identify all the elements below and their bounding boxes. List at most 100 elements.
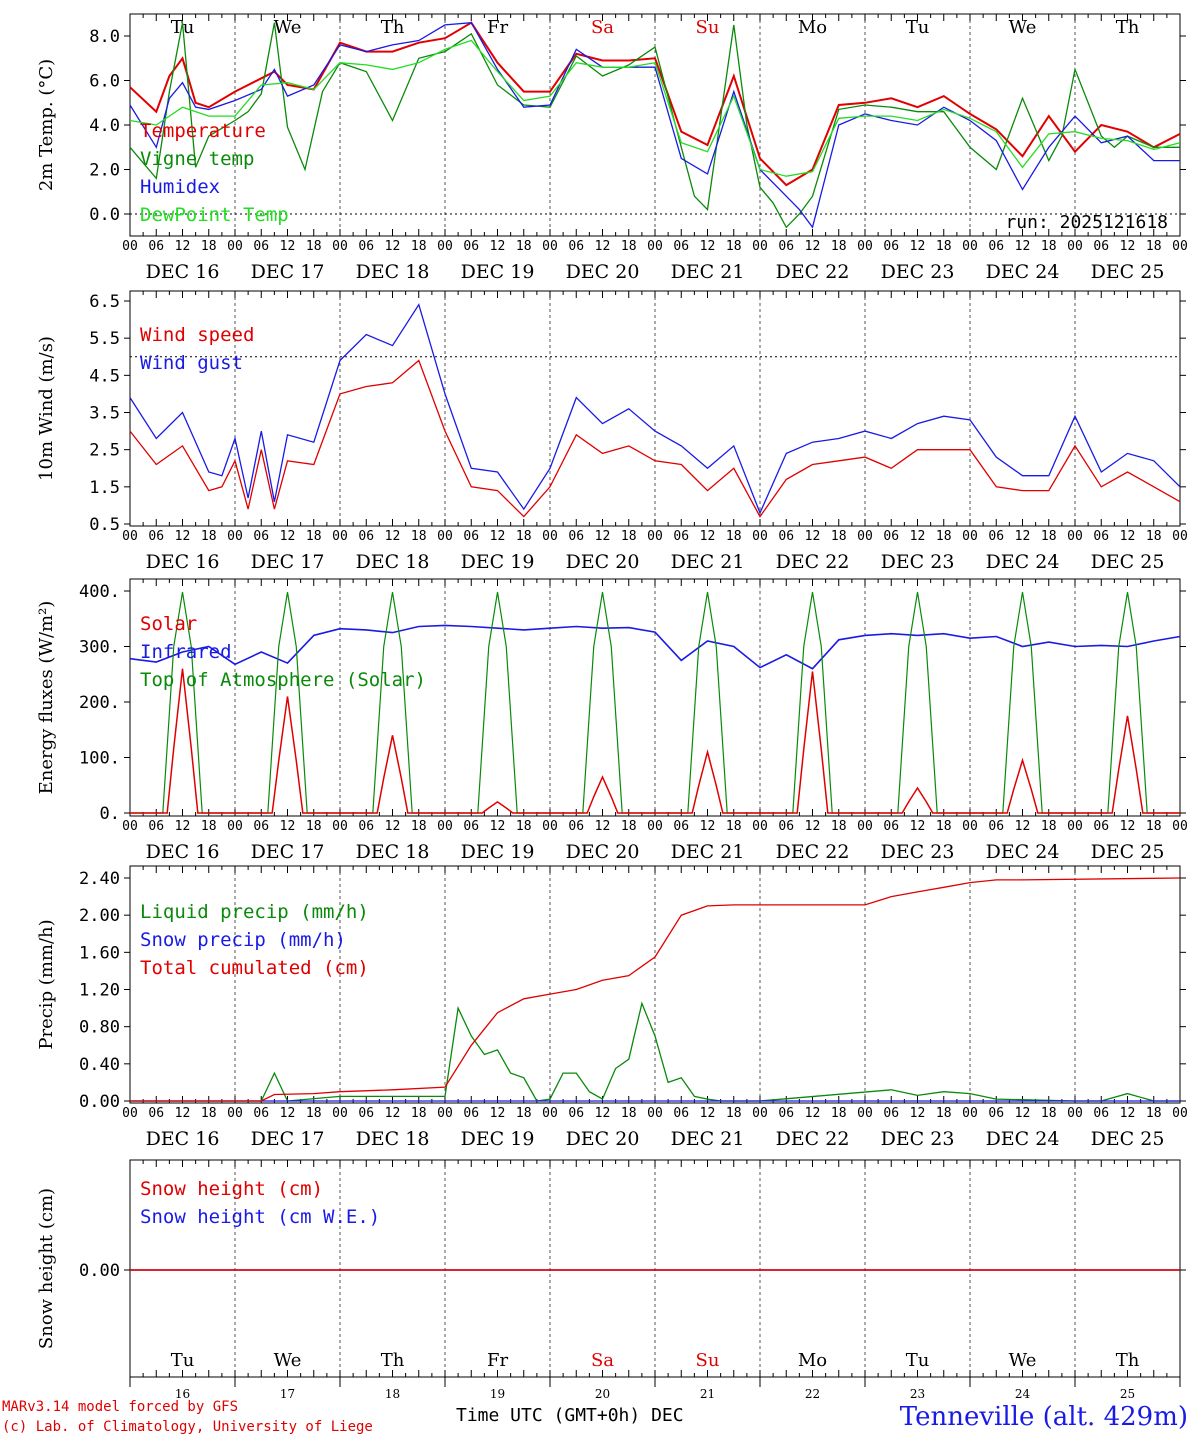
date-label: DEC 20: [566, 261, 640, 283]
hour-tick-label: 00: [647, 529, 663, 544]
hour-tick-label: 12: [700, 819, 716, 834]
y-axis-label: 2m Temp. (°C): [36, 59, 57, 191]
y-tick-label: 300.: [79, 638, 120, 658]
date-label: DEC 18: [356, 1128, 430, 1150]
y-tick-label: 6.0: [89, 72, 120, 92]
weekday-label: Tu: [171, 1350, 195, 1371]
y-tick-label: 1.5: [89, 478, 120, 498]
hour-tick-label: 06: [568, 819, 584, 834]
hour-tick-label: 18: [201, 529, 217, 544]
hour-tick-label: 12: [490, 1106, 506, 1121]
hour-tick-label: 12: [280, 239, 296, 254]
hour-tick-label: 12: [490, 819, 506, 834]
hour-tick-label: 00: [962, 239, 978, 254]
panel-1: 0.0 2.0 4.0 6.0 8.0 2m Temp. (°C) 00 06 12 18 00 06…: [36, 13, 1188, 283]
hour-tick-label: 00: [332, 529, 348, 544]
hour-tick-label: 12: [805, 239, 821, 254]
date-label: DEC 23: [881, 261, 955, 283]
day-number-label: 17: [280, 1387, 295, 1401]
hour-tick-label: 00: [647, 239, 663, 254]
legend-entry: Snow precip (mm/h): [140, 929, 346, 951]
weekday-label: We: [1009, 17, 1037, 38]
date-label: DEC 16: [146, 551, 220, 573]
hour-tick-label: 18: [936, 529, 952, 544]
date-label: DEC 16: [146, 1128, 220, 1150]
date-label: DEC 25: [1091, 1128, 1165, 1150]
weekday-label: Fr: [487, 1350, 508, 1371]
date-label: DEC 17: [251, 1128, 325, 1150]
date-label: DEC 24: [986, 261, 1060, 283]
date-label: DEC 23: [881, 551, 955, 573]
legend-entry: Wind speed: [140, 324, 254, 346]
hour-tick-label: 00: [437, 529, 453, 544]
hour-tick-label: 12: [175, 239, 191, 254]
hour-tick-label: 00: [752, 1106, 768, 1121]
date-label: DEC 19: [461, 841, 535, 863]
hour-tick-label: 00: [437, 819, 453, 834]
hour-tick-label: 00: [1067, 1106, 1083, 1121]
hour-tick-label: 06: [778, 819, 794, 834]
hour-tick-label: 18: [831, 819, 847, 834]
hour-tick-label: 18: [306, 1106, 322, 1121]
credit-lab: (c) Lab. of Climatology, University of L…: [2, 1419, 373, 1435]
hour-tick-label: 18: [831, 239, 847, 254]
hour-tick-label: 06: [883, 1106, 899, 1121]
hour-tick-label: 12: [1120, 239, 1136, 254]
y-tick-label: 1.20: [79, 981, 120, 1001]
date-label: DEC 16: [146, 261, 220, 283]
hour-tick-label: 00: [122, 529, 138, 544]
hour-tick-label: 06: [253, 1106, 269, 1121]
date-label: DEC 19: [461, 261, 535, 283]
weekday-label: We: [274, 17, 302, 38]
weekday-label: Th: [381, 17, 405, 38]
hour-tick-label: 12: [805, 529, 821, 544]
weekday-label: Sa: [591, 17, 614, 38]
series-line-temperature: [129, 21, 1181, 187]
hour-tick-label: 06: [358, 1106, 374, 1121]
hour-tick-label: 00: [1172, 1106, 1188, 1121]
hour-tick-label: 12: [910, 1106, 926, 1121]
hour-tick-label: 12: [595, 529, 611, 544]
legend-entry: Snow height (cm): [140, 1178, 323, 1200]
hour-tick-label: 18: [516, 529, 532, 544]
hour-tick-label: 06: [988, 1106, 1004, 1121]
hour-tick-label: 12: [595, 239, 611, 254]
series-line-vigne-temp: [129, 22, 1180, 229]
day-number-label: 22: [805, 1387, 820, 1401]
hour-tick-label: 00: [857, 529, 873, 544]
weekday-label: Mo: [798, 17, 827, 38]
hour-tick-label: 18: [936, 239, 952, 254]
hour-tick-label: 18: [1146, 819, 1162, 834]
hour-tick-label: 18: [621, 239, 637, 254]
hour-tick-label: 18: [936, 819, 952, 834]
day-number-label: 19: [490, 1387, 505, 1401]
hour-tick-label: 18: [411, 1106, 427, 1121]
date-label: DEC 24: [986, 551, 1060, 573]
hour-tick-label: 06: [358, 819, 374, 834]
series-line-wind-gust: [129, 303, 1181, 515]
hour-tick-label: 06: [1093, 819, 1109, 834]
date-label: DEC 21: [671, 261, 745, 283]
hour-tick-label: 12: [490, 529, 506, 544]
hour-tick-label: 06: [883, 239, 899, 254]
y-axis-label: 10m Wind (m/s): [36, 336, 57, 481]
hour-tick-label: 12: [385, 239, 401, 254]
legend-entry: Top of Atmosphere (Solar): [140, 669, 426, 691]
y-tick-label: 4.0: [89, 116, 120, 136]
series-line-dewpoint-temp: [129, 39, 1181, 177]
day-number-label: 21: [700, 1387, 715, 1401]
y-tick-label: 2.0: [89, 161, 120, 181]
hour-tick-label: 18: [1146, 529, 1162, 544]
y-axis-label: Snow height (cm): [36, 1188, 57, 1349]
series-line-liquid-precip-mm-h-: [130, 1001, 1180, 1102]
hour-tick-label: 00: [542, 1106, 558, 1121]
hour-tick-label: 06: [778, 529, 794, 544]
hour-tick-label: 00: [542, 529, 558, 544]
weekday-label: Th: [381, 1350, 405, 1371]
y-tick-label: 0.40: [79, 1055, 120, 1075]
hour-tick-label: 06: [988, 239, 1004, 254]
weekday-label: Mo: [798, 1350, 827, 1371]
hour-tick-label: 00: [962, 1106, 978, 1121]
hour-tick-label: 06: [148, 819, 164, 834]
hour-tick-label: 00: [332, 239, 348, 254]
